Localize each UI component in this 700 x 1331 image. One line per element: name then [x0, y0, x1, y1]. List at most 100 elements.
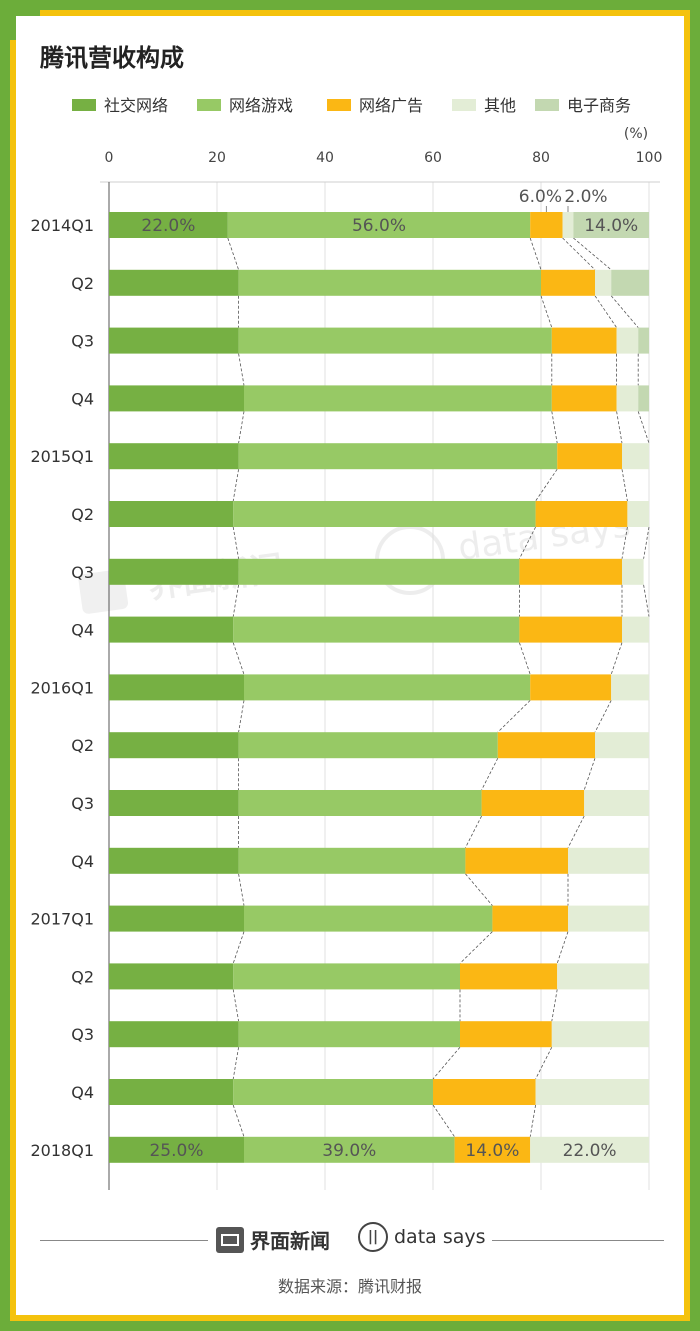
bar-segment — [551, 1021, 649, 1048]
bar-segment — [454, 1136, 531, 1163]
bar-segment — [460, 1021, 552, 1048]
bar-segment — [109, 558, 239, 585]
connector-line — [232, 1104, 245, 1137]
bar-segment — [595, 732, 649, 759]
bar-segment — [557, 443, 622, 470]
connector-line — [529, 1104, 536, 1137]
y-category-label: Q4 — [71, 389, 94, 408]
y-category-label: 2015Q1 — [31, 447, 95, 466]
connector-line — [232, 642, 245, 675]
legend-label: 网络广告 — [359, 96, 423, 115]
bar-segment — [109, 327, 239, 354]
bar-segment — [109, 905, 244, 932]
bar-segment — [627, 501, 649, 527]
connector-line — [573, 237, 612, 271]
bar-segment — [535, 501, 628, 527]
bar-segment — [530, 212, 563, 238]
footer-rule-right — [492, 1240, 664, 1241]
connector-line — [232, 469, 239, 502]
y-category-label: Q3 — [71, 1025, 94, 1044]
chart-title: 腾讯营收构成 — [40, 44, 184, 72]
bar-segment — [584, 790, 649, 816]
y-category-label: Q2 — [71, 274, 94, 293]
bar-segment — [568, 847, 649, 874]
bar-segment — [109, 212, 228, 238]
legend-swatch — [72, 99, 96, 111]
y-category-label: Q4 — [71, 852, 94, 871]
bar-segment — [109, 385, 244, 412]
connector-line — [465, 873, 493, 906]
y-axis-labels: 2014Q1 Q2 Q3 Q4 2015Q1 Q2 Q3 Q4 2016Q1 Q2 Q3 Q4 2017… — [31, 216, 95, 1160]
bar-segment — [244, 674, 531, 701]
data-label: 25.0% — [149, 1141, 203, 1161]
jiemian-logo-icon — [216, 1226, 244, 1253]
connector-line — [551, 411, 558, 444]
bar-segment — [557, 963, 649, 990]
footer-rule-left — [40, 1240, 208, 1241]
bars — [109, 212, 649, 1163]
data-label: 39.0% — [322, 1141, 376, 1161]
connector-line — [637, 411, 650, 444]
y-category-label: Q2 — [71, 967, 94, 986]
bar-segment — [109, 732, 239, 759]
data-label: 56.0% — [352, 216, 406, 236]
bar-segment — [622, 616, 649, 643]
data-labels: 22.0% 56.0% 6.0% 2.0% 14.0% 25.0% 39.0% 14.0% 22… — [141, 187, 638, 1161]
unit-label: (%) — [624, 126, 648, 142]
connector-line — [227, 237, 239, 270]
bar-segment — [622, 558, 644, 585]
bar-segment — [573, 212, 649, 238]
connector-line — [519, 526, 536, 559]
data-says-brand: || data says — [358, 1222, 486, 1252]
legend: 社交网络 网络游戏 网络广告 其他 电子商务 — [72, 96, 631, 115]
connector-line — [232, 989, 239, 1022]
bar-segment — [541, 269, 595, 296]
y-category-label: Q3 — [71, 794, 94, 813]
bar-segment — [233, 501, 536, 527]
bar-segment — [109, 501, 234, 527]
bar-segment — [638, 385, 649, 412]
y-category-label: Q4 — [71, 1083, 94, 1102]
bar-segment — [109, 963, 234, 990]
connector-line — [621, 469, 628, 502]
legend-swatch — [535, 99, 559, 111]
bar-segment — [492, 905, 568, 932]
data-label: 22.0% — [141, 216, 195, 236]
legend-label: 其他 — [484, 96, 516, 115]
connector-line — [643, 584, 650, 617]
bar-segment — [562, 212, 574, 238]
bar-segment — [519, 558, 622, 585]
legend-label: 社交网络 — [104, 96, 168, 115]
bar-segment — [497, 732, 595, 759]
bar-segment — [616, 327, 639, 354]
connector-line — [238, 411, 245, 444]
x-tick-label: 100 — [636, 150, 663, 166]
connector-line — [432, 1104, 455, 1138]
bar-segment — [611, 674, 649, 701]
bar-segment — [227, 212, 531, 238]
bar-segment — [622, 443, 649, 470]
bar-segment — [238, 790, 482, 816]
bar-segment — [244, 905, 493, 932]
bar-segment — [568, 905, 649, 932]
bar-segment — [530, 1136, 649, 1163]
connector-line — [432, 1046, 461, 1080]
data-label: 22.0% — [563, 1141, 617, 1161]
bar-segment — [611, 269, 649, 296]
data-says-logo-icon: || — [358, 1222, 388, 1252]
bar-segment — [109, 847, 239, 874]
connector-line — [610, 295, 639, 328]
bar-segment — [238, 1021, 460, 1048]
connector-line — [459, 931, 493, 964]
legend-swatch — [327, 99, 351, 111]
bar-segment — [551, 385, 617, 412]
bar-segment — [616, 385, 639, 412]
bar-segment — [238, 327, 552, 354]
bar-segment — [530, 674, 612, 701]
connector-lines — [227, 237, 650, 1138]
bar-segment — [109, 443, 239, 470]
connector-line — [621, 526, 628, 559]
connector-line — [465, 815, 482, 848]
connector-line — [232, 526, 239, 559]
